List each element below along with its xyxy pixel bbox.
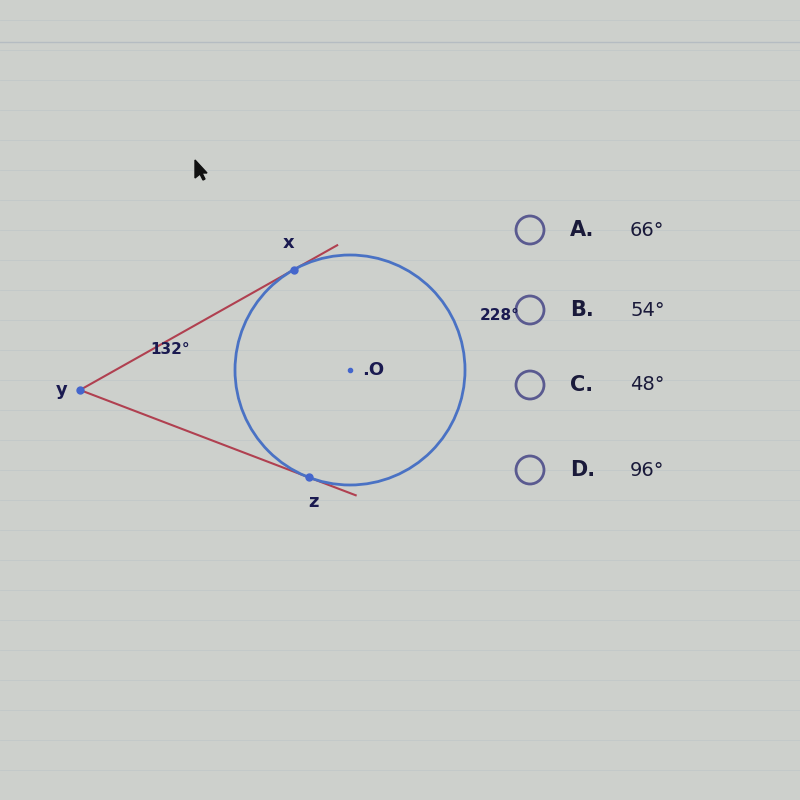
Text: x: x: [282, 234, 294, 252]
Text: 96°: 96°: [630, 461, 665, 479]
Text: .O: .O: [362, 361, 384, 379]
Text: 54°: 54°: [630, 301, 665, 319]
Text: z: z: [309, 494, 319, 511]
Text: A.: A.: [570, 220, 594, 240]
Text: 48°: 48°: [630, 375, 665, 394]
Text: D.: D.: [570, 460, 595, 480]
Text: 132°: 132°: [150, 342, 190, 358]
Text: 66°: 66°: [630, 221, 665, 239]
Text: C.: C.: [570, 375, 593, 395]
Polygon shape: [195, 160, 207, 180]
Text: B.: B.: [570, 300, 594, 320]
Text: y: y: [56, 381, 68, 399]
Text: 228°: 228°: [480, 307, 520, 322]
